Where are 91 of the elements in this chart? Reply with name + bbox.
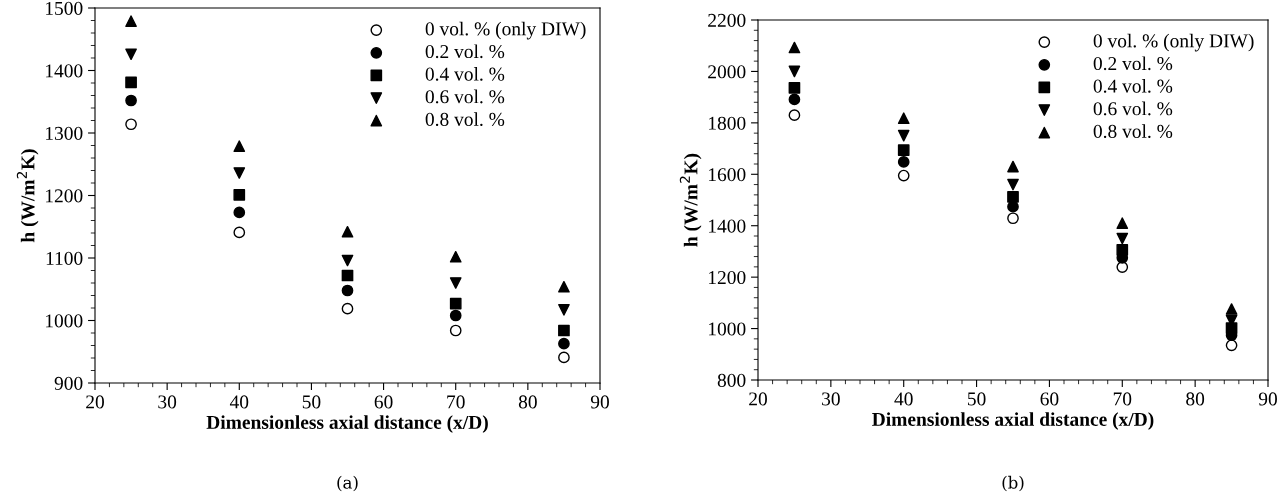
y-tick-label: 800 <box>717 373 746 387</box>
point <box>449 277 462 289</box>
point <box>341 254 354 267</box>
x-tick-label: 50 <box>967 392 986 406</box>
y-tick-label: 1500 <box>46 1 83 15</box>
x-tick-label: 40 <box>894 392 913 406</box>
point <box>897 144 910 156</box>
point <box>341 284 354 297</box>
point <box>558 324 570 337</box>
legend-label: 0.2 vol. % <box>1093 56 1173 71</box>
point <box>1116 217 1129 229</box>
point <box>558 304 570 316</box>
point <box>558 351 570 364</box>
x-tick-label: 30 <box>158 395 177 409</box>
point <box>125 76 137 89</box>
legend-label: 0.4 vol. % <box>425 67 505 81</box>
point <box>1007 178 1019 191</box>
y-tick-label: 1000 <box>46 314 83 328</box>
point <box>788 109 801 121</box>
x-tick-label: 90 <box>590 395 609 409</box>
point <box>1007 212 1019 225</box>
x-tick-label: 20 <box>86 395 104 409</box>
y-tick-label: 1400 <box>46 64 83 78</box>
point <box>341 302 354 315</box>
y-tick-label: 1200 <box>46 189 83 203</box>
point <box>897 129 910 142</box>
point <box>125 15 137 27</box>
text: (a) <box>337 475 358 492</box>
point <box>788 65 801 78</box>
point <box>125 48 137 61</box>
legend-label: 0 vol. % (only DIW) <box>1093 33 1254 52</box>
x-tick-label: 70 <box>447 395 465 409</box>
y-tick-label: 900 <box>54 376 83 390</box>
point <box>233 167 246 179</box>
y-tick-label: 1100 <box>46 251 83 265</box>
y-tick-label: 2200 <box>708 13 746 27</box>
point <box>233 189 246 201</box>
y-axis-title: h (W/m$^{2}$K) <box>16 149 39 243</box>
point <box>1007 160 1019 173</box>
point <box>233 226 246 239</box>
x-tick-label: 50 <box>302 395 321 409</box>
point <box>449 297 462 310</box>
legend-label: 0.6 vol. % <box>425 89 505 104</box>
x-tick-label: 80 <box>518 395 537 409</box>
x-axis-title: Dimensionless axial distance (x/D) <box>206 415 488 433</box>
point <box>449 324 462 337</box>
x-axis-title: Dimensionless axial distance (x/D) <box>872 412 1154 430</box>
point <box>788 82 801 94</box>
point <box>233 140 246 152</box>
legend-label: 0.8 vol. % <box>425 112 505 127</box>
legend-label: 0.2 vol. % <box>425 44 505 59</box>
x-tick-label: 80 <box>1186 392 1205 406</box>
y-tick-label: 2000 <box>708 65 746 79</box>
y-tick-label: 1000 <box>709 322 746 336</box>
point <box>897 169 910 182</box>
x-tick-label: 30 <box>822 392 840 406</box>
point <box>233 206 246 219</box>
point <box>1007 191 1019 203</box>
x-tick-label: 60 <box>374 395 393 409</box>
point <box>1116 232 1129 245</box>
point <box>449 309 462 322</box>
y-tick-label: 1300 <box>46 126 83 140</box>
point <box>788 93 801 106</box>
point <box>341 225 354 238</box>
point <box>125 118 137 131</box>
x-tick-label: 70 <box>1113 392 1132 406</box>
point <box>1225 303 1238 315</box>
point <box>1225 339 1238 352</box>
x-tick-label: 60 <box>1040 392 1059 406</box>
point <box>125 94 137 107</box>
text: (b) <box>1002 475 1024 492</box>
y-tick-label: 1600 <box>709 168 746 182</box>
legend-label: 0.8 vol. % <box>1093 124 1173 139</box>
point <box>897 112 910 125</box>
x-tick-label: 40 <box>229 395 249 409</box>
x-tick-label: 20 <box>749 392 767 406</box>
x-tick-label: 90 <box>1258 392 1277 406</box>
point <box>558 280 570 293</box>
y-tick-label: 1200 <box>709 270 746 285</box>
point <box>341 269 354 282</box>
legend-label: 0 vol. % (only DIW) <box>425 21 586 40</box>
point <box>1116 244 1129 256</box>
y-tick-label: 1800 <box>709 116 746 130</box>
legend-label: 0.4 vol. % <box>1093 79 1173 93</box>
point <box>788 41 801 54</box>
point <box>558 337 570 350</box>
point <box>449 250 462 263</box>
point <box>897 156 910 168</box>
y-axis-title: h (W/m$^{2}$K) <box>679 153 702 247</box>
y-tick-label: 1400 <box>709 219 746 233</box>
legend-label: 0.6 vol. % <box>1093 101 1173 116</box>
